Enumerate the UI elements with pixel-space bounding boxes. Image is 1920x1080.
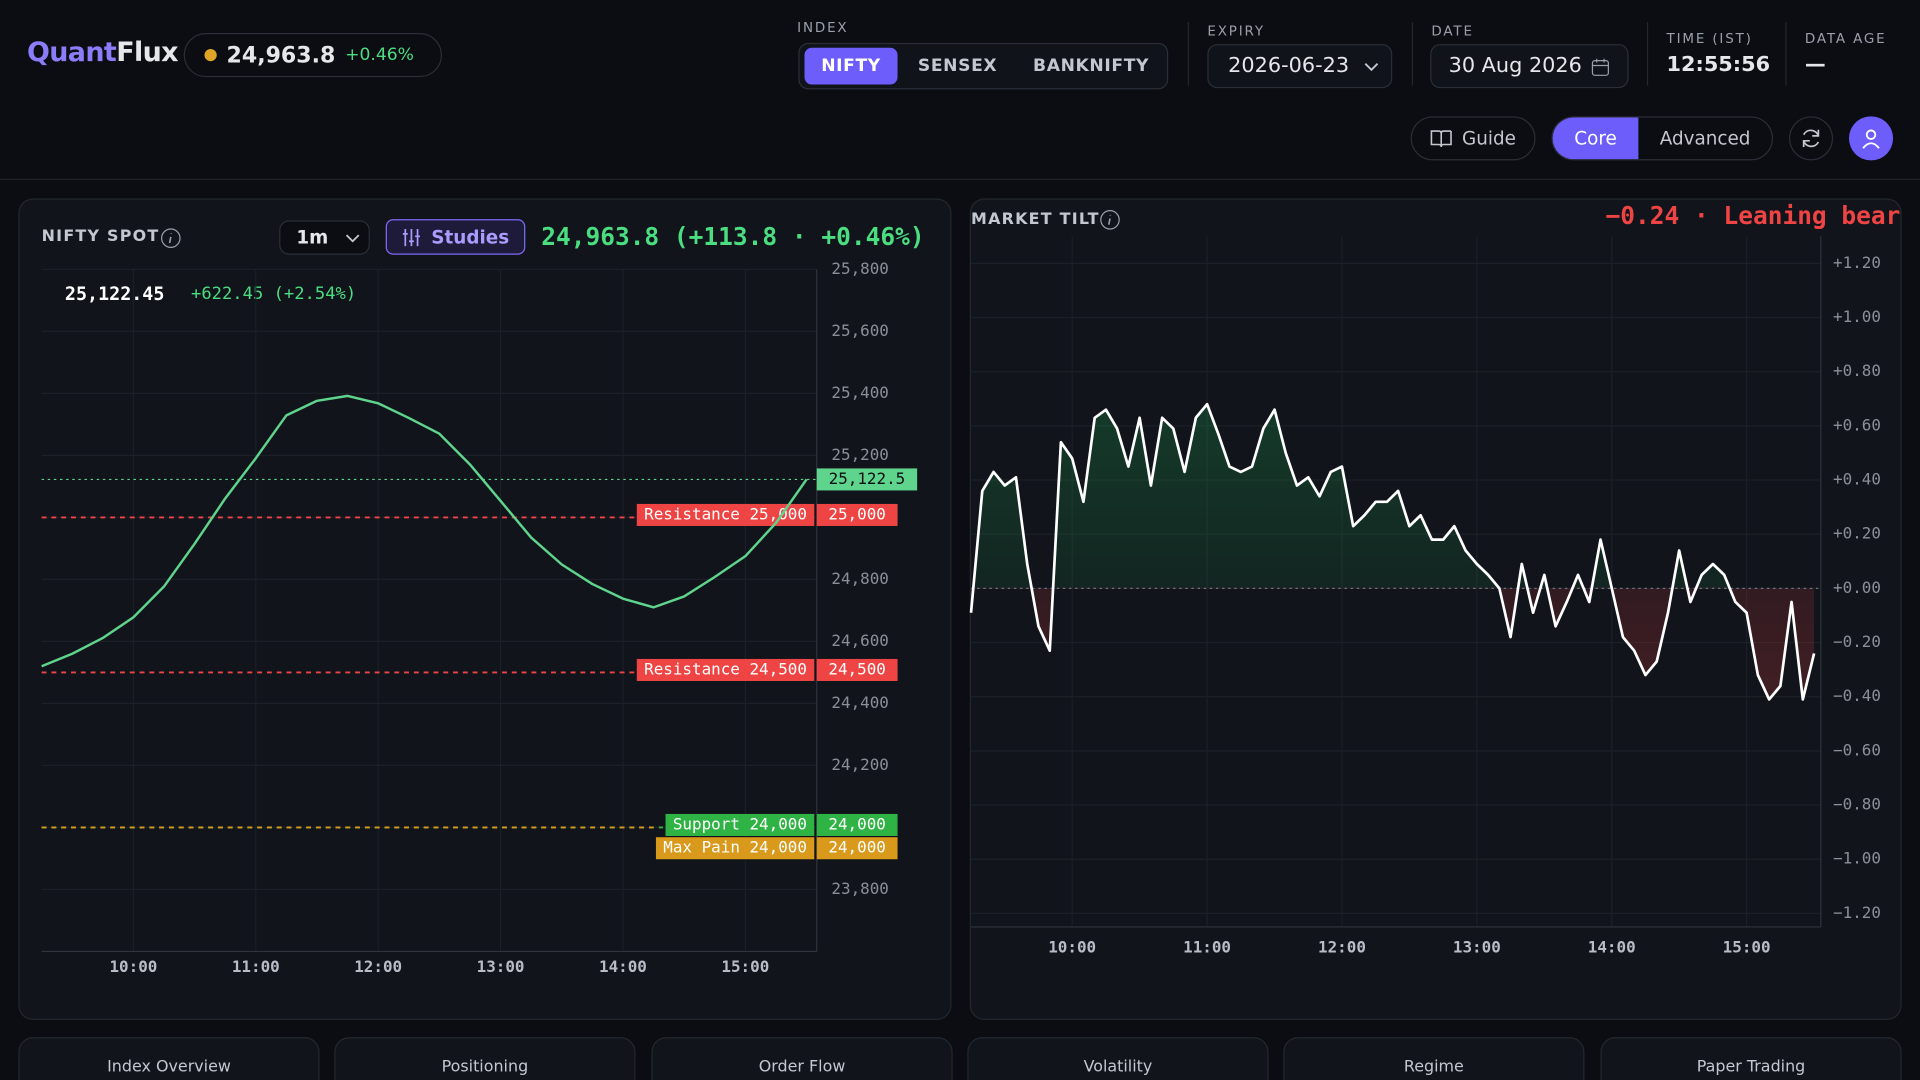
index-option[interactable]: NIFTY [804,47,898,85]
date-picker[interactable]: 30 Aug 2026 [1430,44,1629,89]
date-label: DATE [1431,23,1474,40]
spot-pill: 24,963.8 +0.46% [183,33,443,78]
studies-button[interactable]: Studies [385,219,526,255]
tilt-panel [969,198,1902,1021]
index-label: INDEX [797,19,849,36]
nav-tab[interactable]: Volatility [967,1037,1269,1080]
divider [1187,22,1189,86]
divider [1785,22,1787,86]
spot-panel [18,198,952,1021]
divider [1411,22,1414,86]
guide-button[interactable]: Guide [1410,116,1536,161]
header-divider [0,178,1920,181]
user-icon [1862,129,1880,149]
status-dot [204,48,217,62]
info-icon [161,228,181,248]
mode-option[interactable]: Advanced [1659,127,1751,150]
mode-option[interactable]: Core [1552,117,1639,160]
crosshair-change: +622.45 (+2.54%) [191,284,357,304]
sliders-icon [403,228,421,246]
tilt-headline: −0.24 · Leaning bear [1605,200,1901,231]
book-icon [1430,130,1452,147]
brand-prefix: Quant [26,37,117,69]
chevron [1364,63,1379,72]
brand-suffix: Flux [116,37,178,69]
avatar-button[interactable] [1848,116,1894,161]
calendar-icon [1591,58,1609,76]
index-option[interactable]: BANKNIFTY [1033,56,1150,76]
interval-select[interactable]: 1m [279,220,370,255]
nav-tab[interactable]: Regime [1283,1037,1585,1080]
age-label: DATA AGE [1804,30,1887,47]
expiry-value: 2026-06-23 [1228,53,1350,79]
spot-change: +0.46% [345,45,414,65]
mode-toggle: Core Advanced [1551,116,1774,161]
interval-value: 1m [296,226,329,249]
info-icon [1100,210,1120,230]
nav-tab[interactable]: Paper Trading [1600,1037,1902,1080]
time-label: TIME (IST) [1666,30,1753,47]
panel-title: NIFTY SPOT [41,227,160,247]
panel-title: MARKET TILT [971,210,1100,229]
index-option[interactable]: SENSEX [917,56,998,76]
time-value: 12:55:56 [1666,52,1771,78]
studies-label: Studies [431,225,510,248]
divider [1646,22,1649,86]
spot-headline: 24,963.8 (+113.8 · +0.46%) [541,221,925,252]
brand: QuantFlux [26,37,179,69]
date-value: 30 Aug 2026 [1448,53,1582,79]
spot-price: 24,963.8 [226,42,336,68]
chevron [345,234,360,243]
index-selector: NIFTY SENSEX BANKNIFTY [798,42,1169,90]
expiry-label: EXPIRY [1207,23,1265,40]
refresh-button[interactable] [1788,116,1834,161]
refresh-icon [1802,129,1820,148]
guide-label: Guide [1462,127,1516,150]
age-value: — [1804,52,1826,78]
crosshair-price: 25,122.45 [64,282,165,305]
nav-tab[interactable]: Index Overview [18,1037,320,1080]
nav-tab[interactable]: Order Flow [651,1037,953,1080]
expiry-select[interactable]: 2026-06-23 [1207,44,1393,89]
nav-tab[interactable]: Positioning [334,1037,636,1080]
